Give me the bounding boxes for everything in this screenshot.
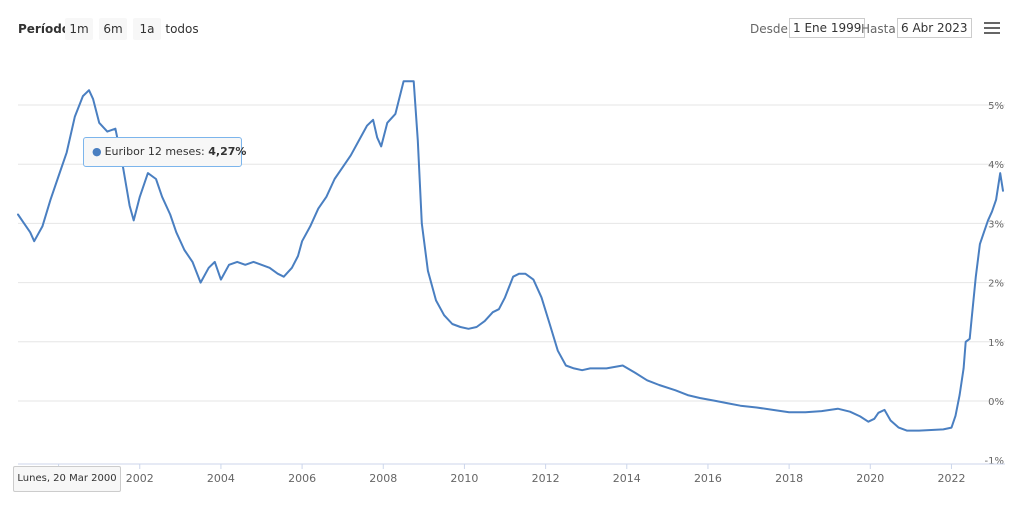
y-tick-label: 4% (988, 160, 1004, 171)
to-label: Hasta (861, 22, 896, 36)
x-tick-label: 2016 (694, 472, 722, 485)
range-button-todos[interactable]: todos (165, 22, 199, 36)
from-date-input[interactable]: 1 Ene 1999 (789, 18, 866, 38)
x-tick-label: 2006 (288, 472, 316, 485)
range-button-1m[interactable]: 1m (65, 18, 93, 40)
y-tick-label: 5% (988, 101, 1004, 112)
from-label: Desde (750, 22, 788, 36)
y-tick-label: 3% (988, 219, 1004, 230)
range-button-6m[interactable]: 6m (99, 18, 127, 40)
chart-toolbar: Período 1m 6m 1a todos Desde 1 Ene 1999 … (0, 0, 1024, 56)
x-tick-label: 2012 (532, 472, 560, 485)
y-tick-label: 2% (988, 279, 1004, 290)
series-line-euribor-12-meses (17, 80, 1004, 432)
y-tick-label: 1% (988, 338, 1004, 349)
to-date-input[interactable]: 6 Abr 2023 (897, 18, 972, 38)
x-tick-label: 2022 (937, 472, 965, 485)
hamburger-menu-icon[interactable] (984, 22, 1000, 36)
x-tick-label: 2008 (369, 472, 397, 485)
x-tick-label: 2020 (856, 472, 884, 485)
y-tick-label: 0% (988, 397, 1004, 408)
chart-tooltip: ● Euribor 12 meses: 4,27% (83, 137, 246, 167)
period-label: Período (18, 22, 71, 36)
x-tick-label: 2018 (775, 472, 803, 485)
series-dot-icon: ● (92, 145, 102, 158)
y-tick-label: -1% (985, 456, 1004, 467)
x-tick-label: 2004 (207, 472, 235, 485)
range-button-1a[interactable]: 1a (133, 18, 161, 40)
x-tick-label: 2002 (126, 472, 154, 485)
crosshair-date-label: Lunes, 20 Mar 2000 (13, 466, 121, 492)
tooltip-value: 4,27% (208, 145, 247, 158)
tooltip-series-label: Euribor 12 meses: (104, 145, 205, 158)
x-tick-label: 2014 (613, 472, 641, 485)
x-tick-label: 2010 (450, 472, 478, 485)
